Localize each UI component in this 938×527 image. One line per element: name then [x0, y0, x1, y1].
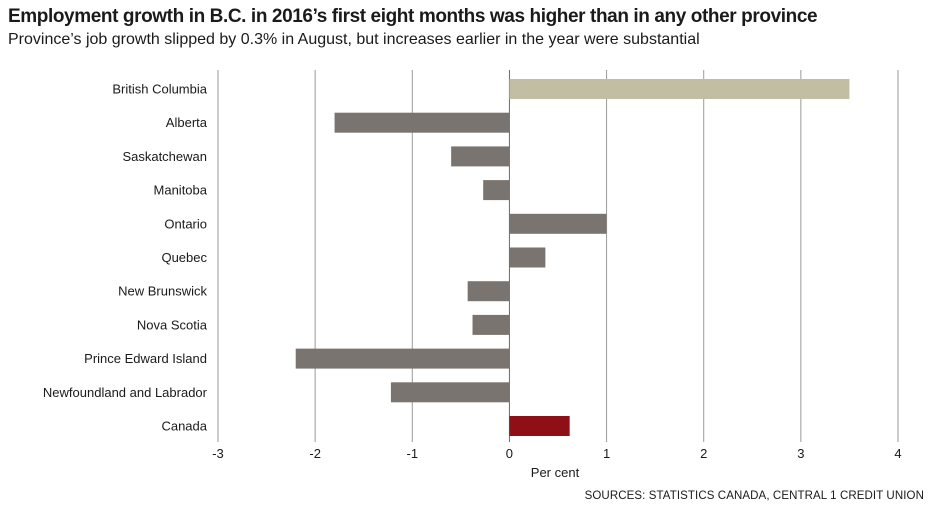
x-tick-label: -3: [212, 446, 224, 461]
x-tick-label: 0: [506, 446, 513, 461]
category-label: Newfoundland and Labrador: [43, 385, 208, 400]
x-tick-label: 4: [894, 446, 901, 461]
category-label: Saskatchewan: [122, 149, 207, 164]
category-label: Prince Edward Island: [84, 351, 207, 366]
bar: [295, 348, 510, 369]
category-label: Alberta: [166, 115, 208, 130]
bar: [334, 112, 510, 133]
bar: [451, 146, 510, 167]
bar: [509, 416, 570, 436]
bar: [472, 314, 510, 335]
x-tick-label: 1: [603, 446, 610, 461]
bar: [390, 382, 510, 403]
x-tick-label: -2: [309, 446, 321, 461]
chart-subtitle: Province’s job growth slipped by 0.3% in…: [8, 31, 700, 48]
chart-title: Employment growth in B.C. in 2016’s firs…: [8, 6, 818, 27]
x-tick-label: 3: [797, 446, 804, 461]
category-label: Manitoba: [154, 183, 208, 198]
category-label: Quebec: [161, 250, 207, 265]
x-tick-label: 2: [700, 446, 707, 461]
category-label: Canada: [161, 419, 207, 434]
category-label: British Columbia: [112, 82, 207, 97]
gridlines: [217, 70, 899, 442]
bar: [483, 180, 510, 201]
x-axis-title: Per cent: [531, 465, 580, 480]
category-label: Ontario: [164, 216, 207, 231]
bars: [295, 79, 850, 436]
category-labels: British Columbia Alberta Saskatchewan Manit…: [43, 82, 208, 434]
bar: [509, 213, 607, 234]
x-tick-labels: -3 -2 -1 0 1 2 3 4: [212, 446, 901, 461]
x-tick-label: -1: [407, 446, 419, 461]
category-label: New Brunswick: [118, 284, 207, 299]
bar: [509, 247, 546, 268]
source-note: SOURCES: STATISTICS CANADA, CENTRAL 1 CR…: [584, 490, 924, 502]
bar: [467, 281, 510, 302]
category-label: Nova Scotia: [137, 317, 208, 332]
bar: [509, 79, 850, 99]
